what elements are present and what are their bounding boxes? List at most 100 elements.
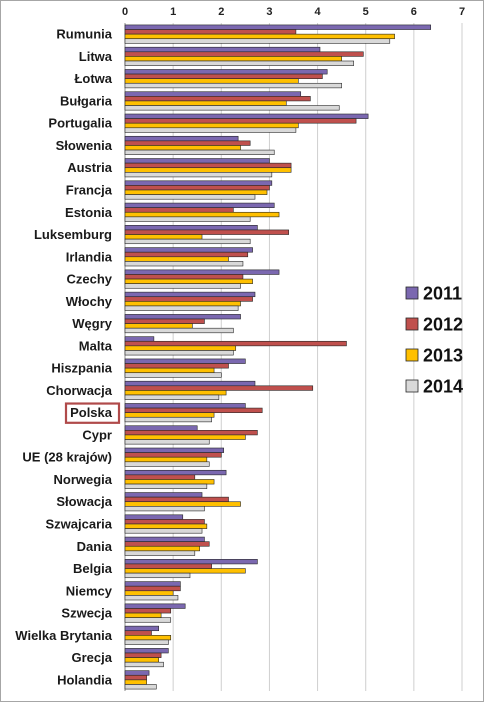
bar-luksemburg-2011 bbox=[124, 225, 258, 231]
bar-estonia-2014 bbox=[124, 216, 251, 222]
x-tick-label: 7 bbox=[459, 6, 465, 18]
bar-belgia-2014 bbox=[124, 572, 191, 579]
x-tick-label: 5 bbox=[363, 6, 369, 18]
bar-wielka-brytania-2013 bbox=[124, 635, 172, 641]
bar-niemcy-2014 bbox=[124, 595, 179, 601]
bar-grecja-2014 bbox=[124, 661, 164, 668]
bar-luksemburg-2012 bbox=[124, 229, 289, 235]
bar-włochy-2014 bbox=[124, 305, 239, 311]
bar-węgry-2013 bbox=[124, 323, 193, 329]
category-label: Węgry bbox=[72, 316, 113, 331]
bar-słowacja-2012 bbox=[124, 496, 229, 503]
bar-wielka-brytania-2014 bbox=[124, 639, 169, 645]
bar-cypr-2013 bbox=[124, 434, 246, 440]
bar-słowenia-2011 bbox=[124, 135, 239, 142]
bar-ue-28-krajów-2011 bbox=[124, 447, 224, 453]
category-label: Grecja bbox=[72, 650, 113, 665]
bar-słowenia-2013 bbox=[124, 145, 241, 151]
bar-portugalia-2012 bbox=[124, 118, 357, 124]
category-label: Norwegia bbox=[53, 472, 112, 487]
legend-swatch-2013 bbox=[405, 348, 419, 362]
bar-austria-2013 bbox=[124, 167, 292, 173]
bar-dania-2014 bbox=[124, 550, 196, 556]
category-label: UE (28 krajów) bbox=[22, 450, 112, 465]
bar-belgia-2013 bbox=[124, 568, 246, 574]
bar-wielka-brytania-2012 bbox=[124, 630, 152, 636]
bar-ue-28-krajów-2014 bbox=[124, 461, 210, 467]
bar-cypr-2011 bbox=[124, 425, 198, 431]
bar-hiszpania-2012 bbox=[124, 363, 229, 369]
bar-holandia-2012 bbox=[124, 674, 147, 681]
legend-label-2013: 2013 bbox=[423, 346, 463, 366]
bar-niemcy-2012 bbox=[124, 585, 181, 592]
bar-malta-2011 bbox=[124, 336, 155, 342]
bar-dania-2011 bbox=[124, 536, 205, 542]
bar-łotwa-2013 bbox=[124, 78, 299, 84]
bar-czechy-2012 bbox=[124, 274, 244, 280]
bar-węgry-2014 bbox=[124, 327, 234, 334]
category-label: Holandia bbox=[57, 672, 113, 687]
bar-włochy-2011 bbox=[124, 291, 256, 298]
category-label: Belgia bbox=[73, 561, 113, 576]
bar-litwa-2012 bbox=[124, 51, 364, 57]
bar-luksemburg-2014 bbox=[124, 238, 251, 245]
category-label: Cypr bbox=[82, 427, 112, 442]
bar-austria-2014 bbox=[124, 172, 273, 178]
category-label: Szwajcaria bbox=[46, 517, 113, 532]
bar-szwajcaria-2011 bbox=[124, 514, 184, 520]
bar-holandia-2011 bbox=[124, 670, 150, 676]
category-label: Chorwacja bbox=[46, 383, 113, 398]
bar-holandia-2013 bbox=[124, 679, 147, 685]
bar-dania-2013 bbox=[124, 545, 200, 552]
bar-słowacja-2013 bbox=[124, 501, 241, 507]
bar-rumunia-2013 bbox=[124, 33, 395, 40]
legend-swatch-2014 bbox=[405, 379, 419, 393]
bar-polska-2011 bbox=[124, 403, 246, 409]
bar-grecja-2011 bbox=[124, 648, 169, 654]
category-label: Portugalia bbox=[48, 116, 112, 131]
category-label: Luksemburg bbox=[34, 227, 112, 242]
bar-portugalia-2011 bbox=[124, 113, 369, 119]
bar-rumunia-2014 bbox=[124, 38, 391, 44]
bar-irlandia-2014 bbox=[124, 261, 244, 267]
bar-malta-2014 bbox=[124, 350, 234, 356]
x-axis-ticks: 0 1 2 3 4 5 6 7 bbox=[122, 6, 465, 18]
x-tick-label: 4 bbox=[315, 6, 322, 18]
bar-polska-2012 bbox=[124, 407, 263, 413]
bar-szwajcaria-2014 bbox=[124, 528, 203, 534]
x-tick-label: 3 bbox=[266, 6, 272, 18]
bar-francja-2011 bbox=[124, 180, 273, 186]
bar-bułgaria-2013 bbox=[124, 100, 287, 106]
category-label: Niemcy bbox=[66, 583, 113, 598]
bar-włochy-2012 bbox=[124, 296, 253, 302]
category-label: Malta bbox=[79, 338, 113, 353]
category-label: Dania bbox=[77, 539, 113, 554]
bar-czechy-2011 bbox=[124, 269, 280, 275]
bar-czechy-2013 bbox=[124, 278, 253, 284]
legend-swatch-2012 bbox=[405, 317, 419, 331]
bar-niemcy-2013 bbox=[124, 590, 174, 596]
bar-portugalia-2013 bbox=[124, 122, 299, 129]
bar-rumunia-2011 bbox=[124, 24, 432, 30]
bar-włochy-2013 bbox=[124, 301, 241, 307]
bar-luksemburg-2013 bbox=[124, 234, 203, 240]
bar-francja-2013 bbox=[124, 189, 268, 195]
bar-hiszpania-2011 bbox=[124, 358, 246, 364]
category-label: Estonia bbox=[65, 205, 113, 220]
category-label: Łotwa bbox=[74, 71, 112, 86]
category-labels: Rumunia Litwa Łotwa Bułgaria Portugalia Słowe… bbox=[15, 27, 121, 687]
bar-francja-2014 bbox=[124, 194, 256, 200]
bar-słowenia-2014 bbox=[124, 149, 275, 155]
bar-hiszpania-2013 bbox=[124, 367, 215, 374]
bar-portugalia-2014 bbox=[124, 127, 297, 133]
bar-bułgaria-2012 bbox=[124, 96, 311, 102]
bar-norwegia-2011 bbox=[124, 469, 227, 476]
bar-węgry-2012 bbox=[124, 318, 205, 324]
category-label: Wielka Brytania bbox=[15, 628, 112, 643]
bar-francja-2012 bbox=[124, 185, 270, 191]
bar-litwa-2013 bbox=[124, 56, 342, 62]
bar-belgia-2012 bbox=[124, 563, 212, 569]
bar-litwa-2014 bbox=[124, 60, 354, 66]
